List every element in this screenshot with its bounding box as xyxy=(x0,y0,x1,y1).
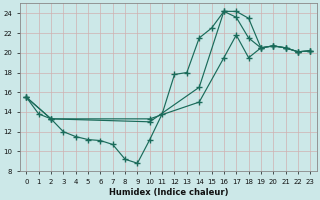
X-axis label: Humidex (Indice chaleur): Humidex (Indice chaleur) xyxy=(108,188,228,197)
